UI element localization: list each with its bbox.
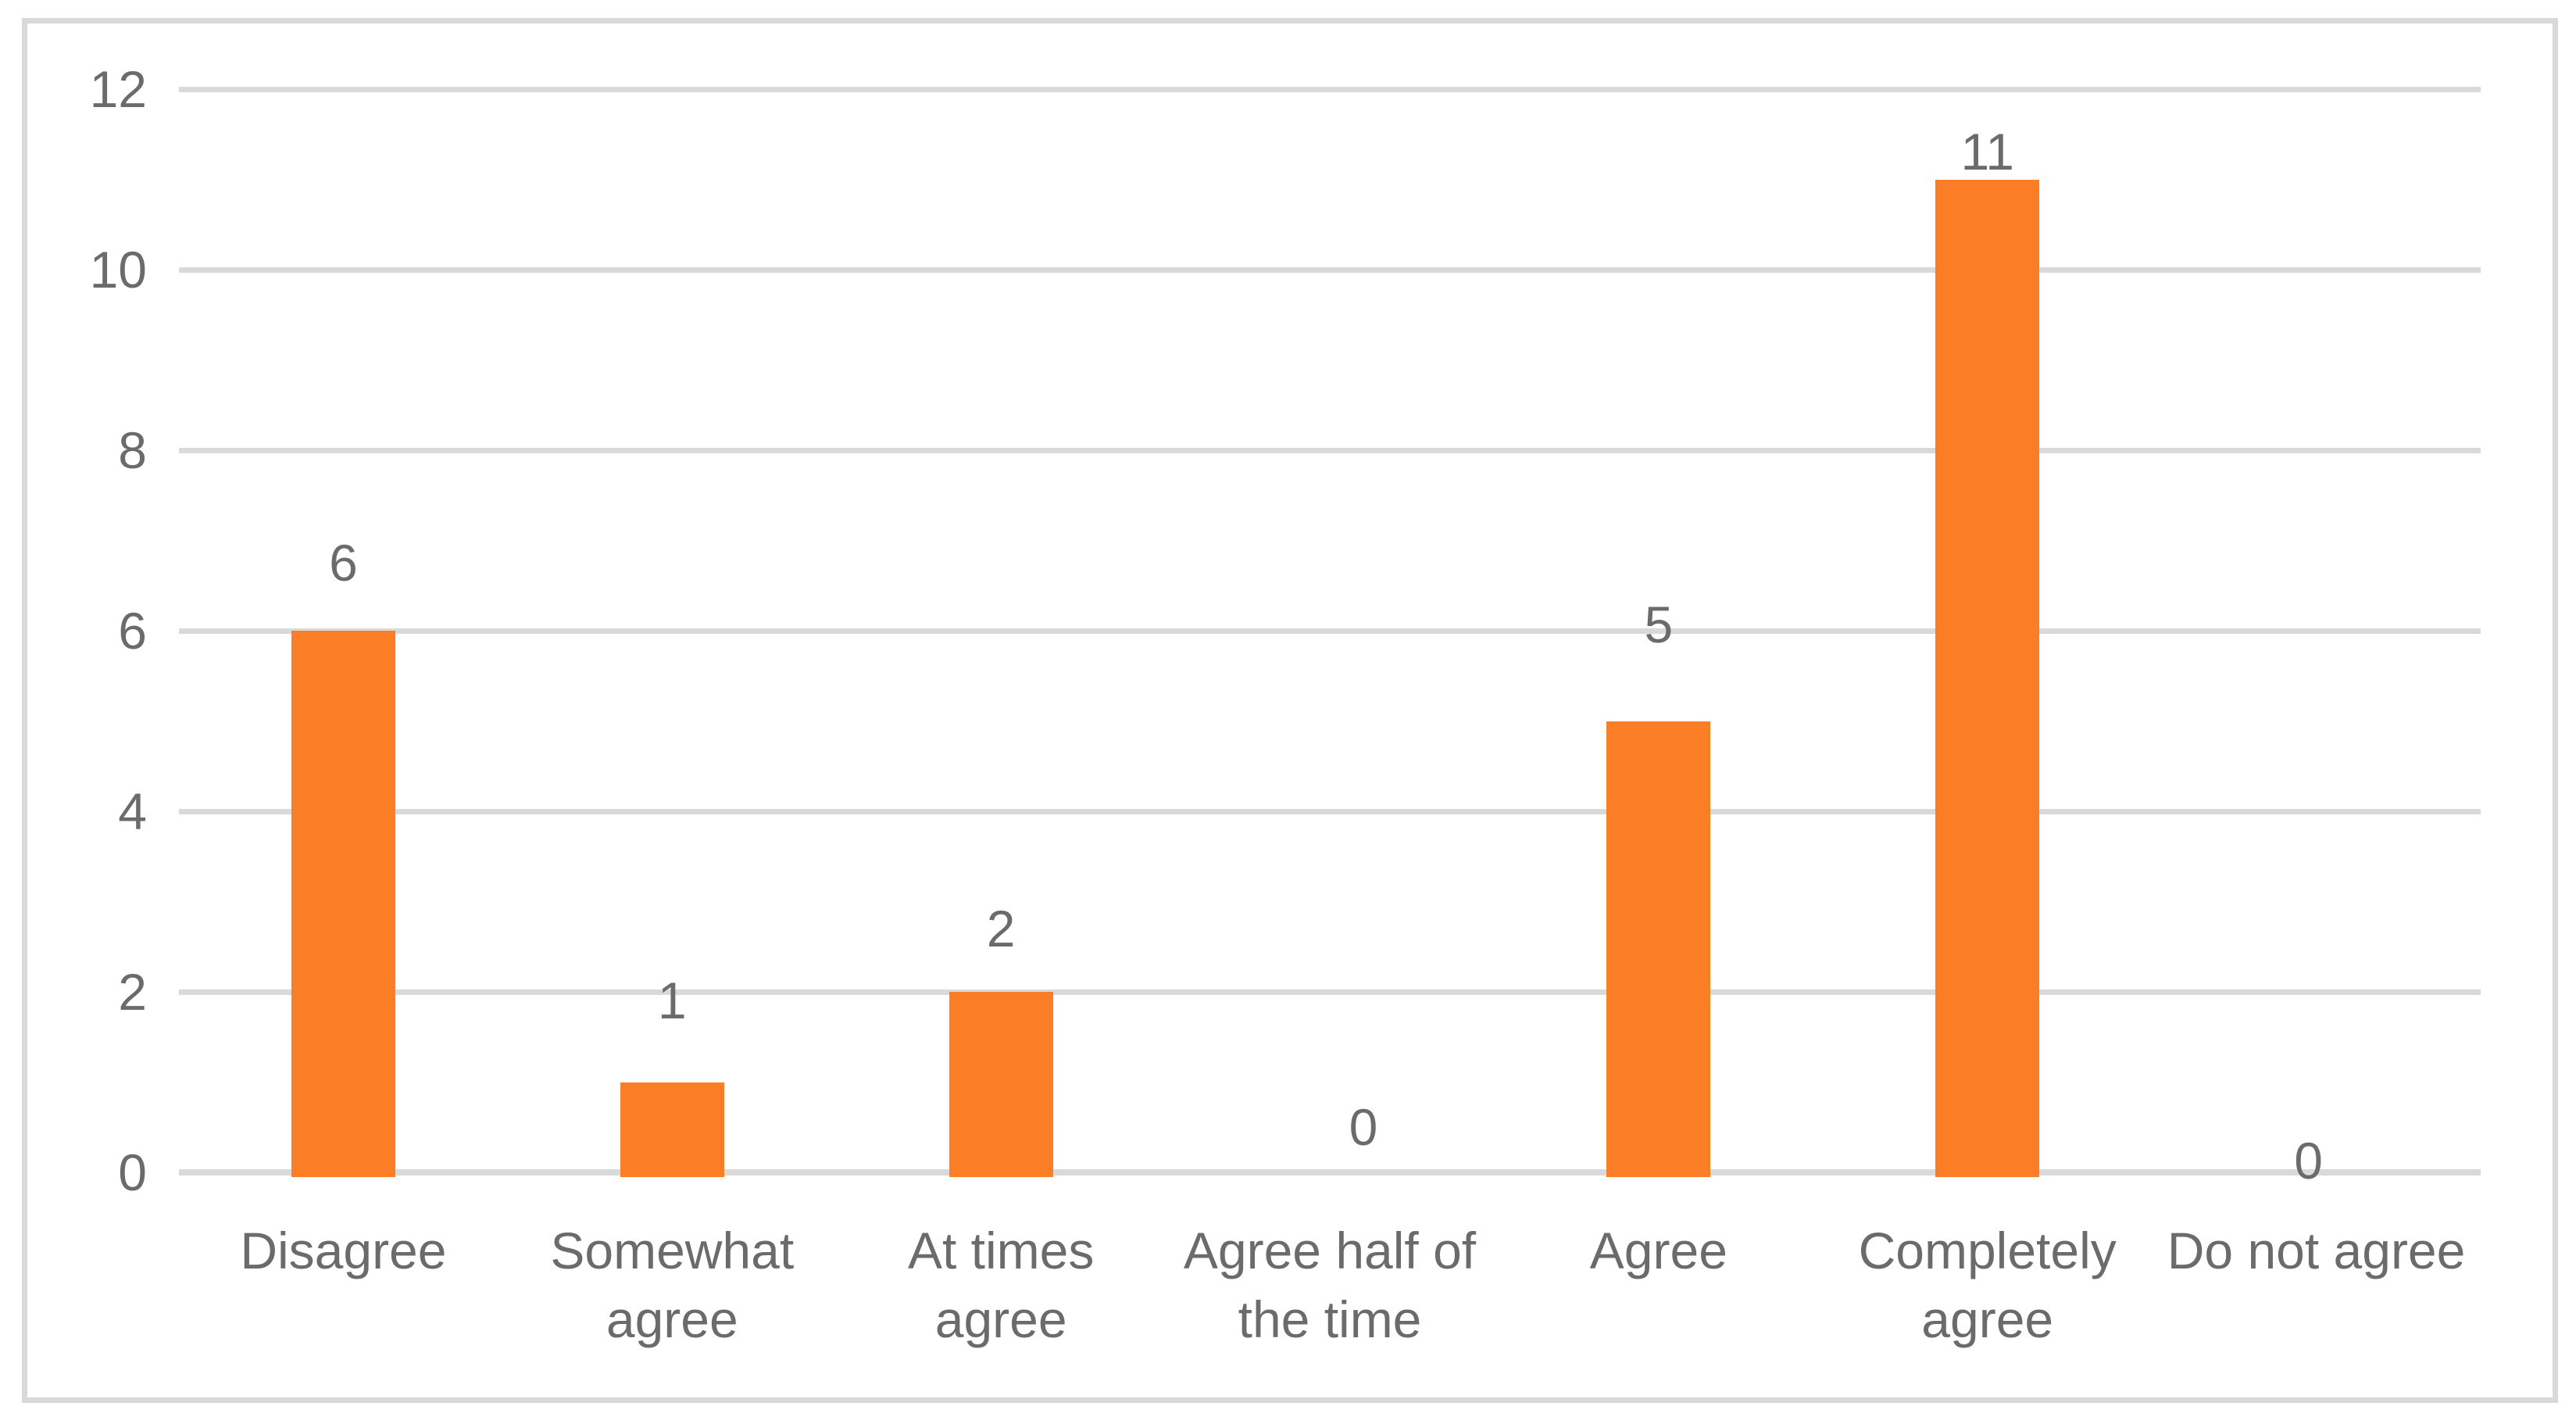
value-label: 0 xyxy=(1349,1098,1378,1156)
category-label: Completely agree xyxy=(1858,1222,2117,1348)
y-tick-label: 6 xyxy=(118,602,147,660)
gridline xyxy=(179,86,2481,92)
value-label: 2 xyxy=(986,900,1016,957)
bar xyxy=(1606,721,1711,1177)
chart-frame: 0 2 4 6 8 10 12 6 Disagree 1 Somewhat agree 2 At tim… xyxy=(22,18,2558,1403)
gridline xyxy=(179,267,2481,273)
gridline xyxy=(179,628,2481,634)
y-tick-label: 12 xyxy=(89,60,147,118)
y-tick-label: 0 xyxy=(118,1143,147,1201)
category-label: Do not agree xyxy=(2167,1222,2466,1279)
y-tick-label: 2 xyxy=(118,963,147,1021)
x-axis-line xyxy=(179,1169,2481,1175)
category-label: At times agree xyxy=(907,1222,1095,1348)
gridline xyxy=(179,989,2481,995)
bar xyxy=(1935,179,2040,1177)
y-tick-label: 8 xyxy=(118,421,147,479)
y-tick-label: 10 xyxy=(89,241,147,299)
value-label: 5 xyxy=(1644,595,1674,653)
value-label: 0 xyxy=(2294,1132,2323,1190)
category-label: Agree half of the time xyxy=(1183,1222,1477,1348)
value-label: 11 xyxy=(1960,122,2014,181)
bar xyxy=(291,631,395,1177)
value-label: 1 xyxy=(657,971,687,1029)
bar xyxy=(620,1082,724,1177)
gridline xyxy=(179,808,2481,814)
category-label: Somewhat agree xyxy=(550,1222,795,1348)
y-tick-label: 4 xyxy=(118,782,147,840)
category-label: Disagree xyxy=(240,1222,447,1279)
value-label: 6 xyxy=(329,534,358,592)
gridline xyxy=(179,447,2481,453)
bar xyxy=(949,992,1053,1177)
category-label: Agree xyxy=(1589,1222,1727,1279)
